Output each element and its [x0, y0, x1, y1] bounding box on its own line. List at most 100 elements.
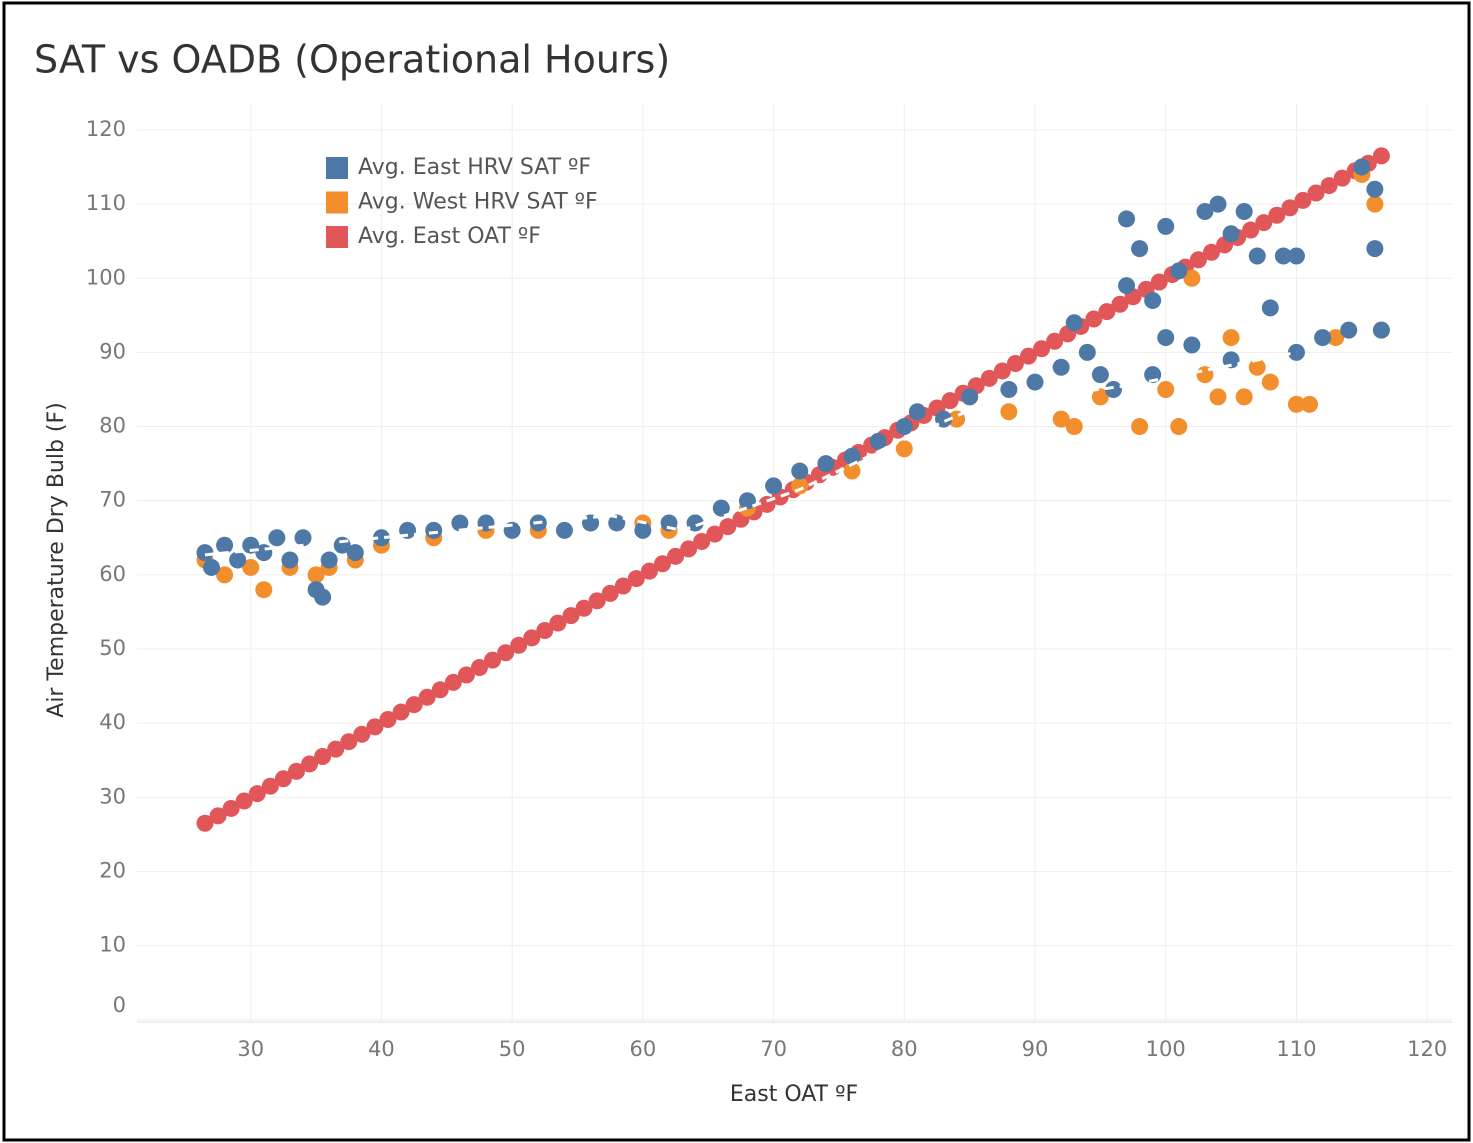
x-tick-label: 70	[760, 1037, 787, 1061]
chart-title: SAT vs OADB (Operational Hours)	[34, 38, 670, 82]
point	[575, 599, 593, 617]
point	[693, 532, 711, 550]
point	[1209, 388, 1227, 406]
y-tick-label: 120	[86, 117, 126, 141]
point	[1033, 340, 1051, 358]
point	[817, 455, 835, 473]
point	[392, 703, 410, 721]
point	[255, 544, 273, 562]
point	[1333, 169, 1351, 187]
point	[1000, 403, 1018, 421]
point	[1150, 273, 1168, 291]
point	[1131, 240, 1149, 258]
point	[379, 710, 397, 728]
point	[1242, 221, 1260, 239]
point	[274, 770, 292, 788]
point	[895, 418, 913, 436]
y-tick-label: 40	[99, 710, 126, 734]
point	[941, 392, 959, 410]
point	[614, 577, 632, 595]
point	[1144, 292, 1162, 310]
point	[1255, 214, 1273, 232]
x-axis-label: East OAT ºF	[730, 1082, 858, 1107]
point	[457, 666, 475, 684]
point	[1235, 203, 1253, 221]
point	[627, 570, 645, 588]
point	[1157, 217, 1175, 235]
point	[203, 558, 221, 576]
point	[1019, 347, 1037, 365]
point	[1170, 262, 1188, 280]
y-axis-label: Air Temperature Dry Bulb (F)	[44, 402, 69, 717]
point	[261, 777, 279, 795]
point	[1118, 277, 1136, 295]
point	[1157, 329, 1175, 347]
point	[268, 529, 286, 547]
point	[1366, 240, 1384, 258]
point	[353, 725, 371, 743]
point	[640, 562, 658, 580]
x-tick-label: 120	[1407, 1037, 1447, 1061]
point	[1157, 380, 1175, 398]
point	[216, 536, 234, 554]
point	[314, 588, 332, 606]
point	[1183, 336, 1201, 354]
point	[791, 462, 809, 480]
point	[1268, 206, 1286, 224]
point	[209, 807, 227, 825]
point	[1353, 158, 1371, 176]
point	[1065, 314, 1083, 332]
y-tick-label: 30	[99, 784, 126, 808]
point	[1189, 251, 1207, 269]
point	[425, 521, 443, 539]
point	[1261, 299, 1279, 317]
point	[712, 499, 730, 517]
point	[1248, 358, 1266, 376]
point	[1104, 380, 1122, 398]
point	[706, 525, 724, 543]
point	[1091, 388, 1109, 406]
point	[366, 718, 384, 736]
point	[1131, 418, 1149, 436]
point	[1170, 418, 1188, 436]
point	[1366, 195, 1384, 213]
x-tick-label: 80	[891, 1037, 918, 1061]
point	[549, 614, 567, 632]
point	[1287, 247, 1305, 265]
point	[301, 755, 319, 773]
point	[1209, 195, 1227, 213]
point	[980, 369, 998, 387]
point	[738, 492, 756, 510]
y-tick-label: 110	[86, 191, 126, 215]
point	[1026, 373, 1044, 391]
point	[314, 748, 332, 766]
point	[1248, 247, 1266, 265]
x-tick-label: 50	[499, 1037, 526, 1061]
legend-label: Avg. East HRV SAT ºF	[358, 155, 591, 180]
point	[444, 673, 462, 691]
point	[765, 477, 783, 495]
point	[255, 581, 273, 599]
point	[588, 592, 606, 610]
point	[307, 566, 325, 584]
point	[1294, 191, 1312, 209]
point	[1085, 310, 1103, 328]
point	[235, 792, 253, 810]
y-tick-label: 70	[99, 488, 126, 512]
y-tick-label: 90	[99, 339, 126, 363]
point	[222, 799, 240, 817]
x-tick-label: 90	[1022, 1037, 1049, 1061]
point	[451, 514, 469, 532]
point	[993, 362, 1011, 380]
legend-swatch	[326, 191, 348, 214]
y-tick-label: 10	[99, 933, 126, 957]
point	[1235, 388, 1253, 406]
y-tick-label: 60	[99, 562, 126, 586]
point	[1006, 355, 1024, 373]
point	[418, 688, 436, 706]
point	[680, 540, 698, 558]
point	[1118, 210, 1136, 228]
point	[1202, 243, 1220, 261]
point	[294, 529, 312, 547]
